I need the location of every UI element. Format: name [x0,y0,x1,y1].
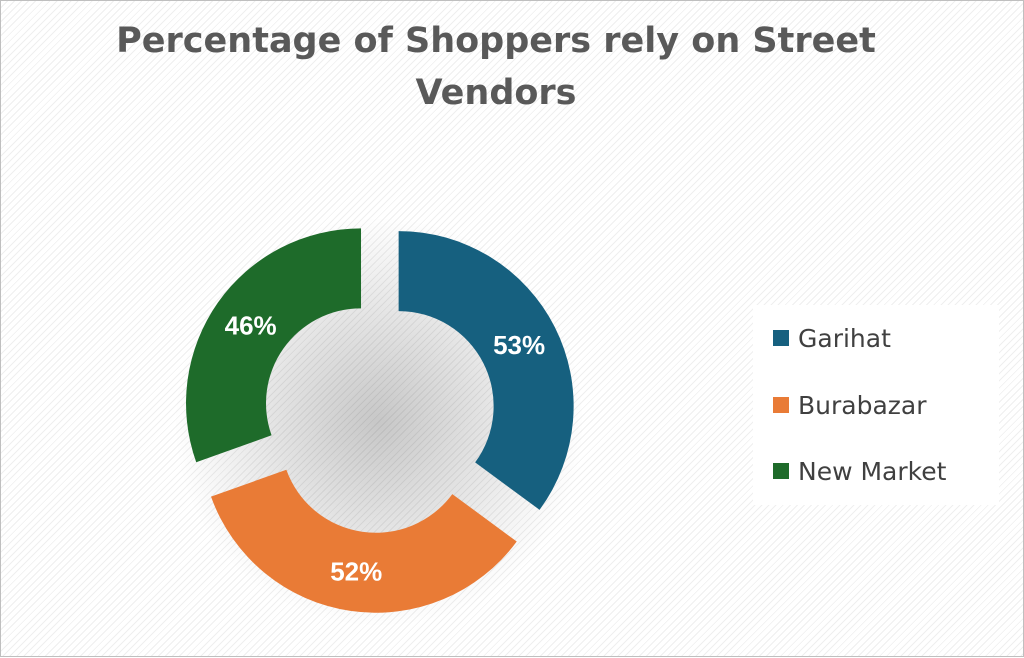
slice-label-burabazar: 52% [330,556,382,586]
legend-item-garihat: Garihat [773,321,891,355]
chart-title: Percentage of Shoppers rely on Street Ve… [116,21,876,113]
legend-swatch-new-market [773,463,789,479]
legend-swatch-garihat [773,330,789,346]
legend-label-new-market: New Market [798,456,947,486]
slice-new-market [186,228,362,463]
legend-item-burabazar: Burabazar [773,388,927,422]
legend: Garihat Burabazar New Market [753,305,999,505]
slice-garihat [398,231,574,510]
slice-label-garihat: 53% [493,330,545,360]
slice-label-new-market: 46% [225,311,277,341]
legend-label-garihat: Garihat [798,323,891,353]
legend-swatch-burabazar [773,397,789,413]
legend-label-burabazar: Burabazar [798,390,927,420]
legend-item-new-market: New Market [773,454,946,488]
slice-burabazar [211,469,517,613]
